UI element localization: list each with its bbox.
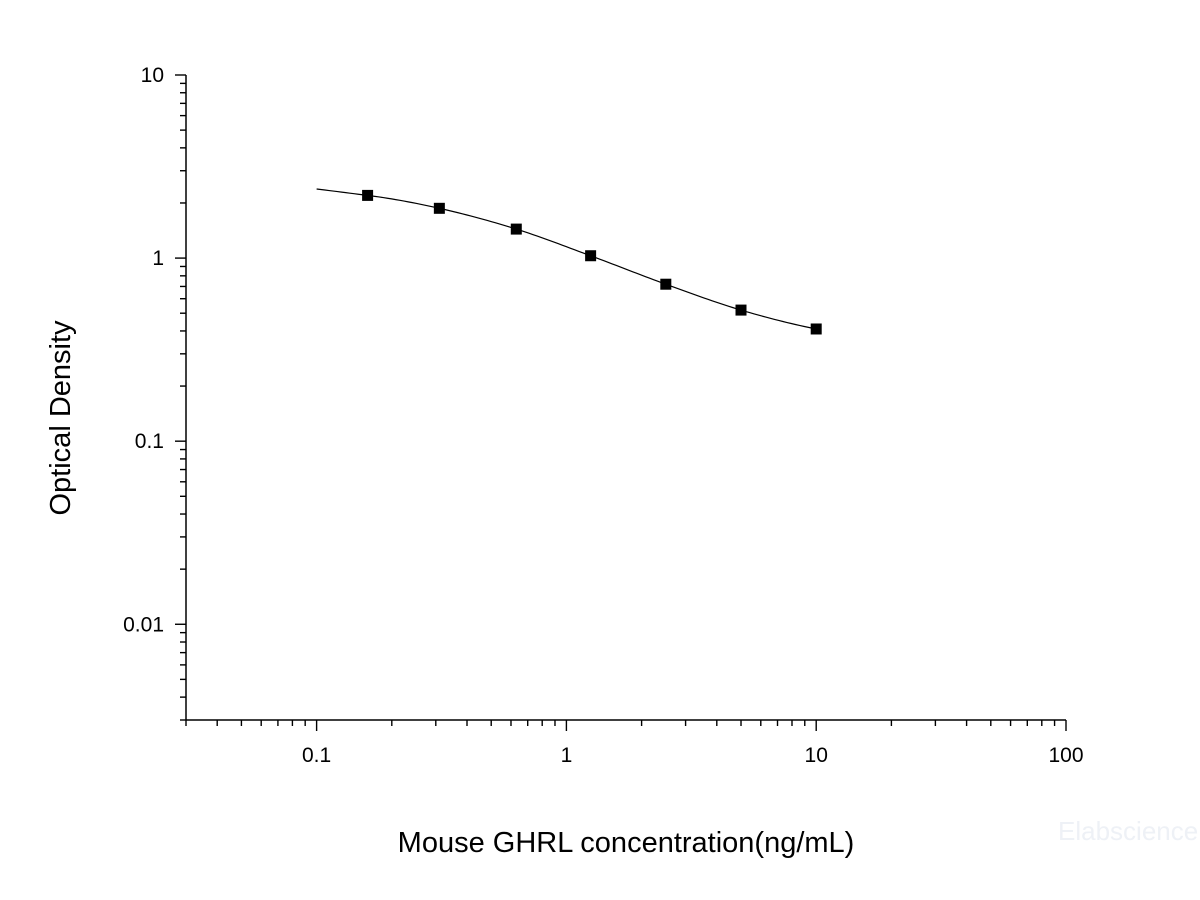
data-point — [362, 189, 374, 201]
data-point — [585, 250, 597, 262]
watermark: Elabscience — [1058, 816, 1198, 846]
y-tick-label: 10 — [141, 64, 164, 87]
y-tick-label: 0.1 — [135, 430, 164, 453]
data-point — [735, 304, 747, 316]
y-tick-label: 0.01 — [123, 613, 164, 636]
fit-curve-group — [316, 188, 817, 330]
y-tick-label: 1 — [152, 247, 164, 270]
x-axis-ticks — [185, 720, 1067, 731]
y-axis-ticks — [175, 74, 186, 721]
y-axis-tick-labels: 10 1 0.1 0.01 — [123, 64, 164, 636]
x-axis-title: Mouse GHRL concentration(ng/mL) — [398, 827, 855, 859]
x-tick-label: 100 — [1048, 744, 1083, 767]
x-tick-label: 0.1 — [302, 744, 331, 767]
data-point — [810, 323, 822, 335]
y-axis-title: Optical Density — [45, 320, 77, 516]
fit-curve — [316, 188, 817, 330]
x-axis-tick-labels: 0.1 1 10 100 — [302, 744, 1084, 767]
data-point — [510, 223, 522, 235]
data-points — [362, 189, 822, 335]
data-point — [433, 202, 445, 214]
axes — [185, 75, 1066, 721]
data-point — [660, 278, 672, 290]
x-tick-label: 1 — [561, 744, 573, 767]
x-tick-label: 10 — [805, 744, 828, 767]
